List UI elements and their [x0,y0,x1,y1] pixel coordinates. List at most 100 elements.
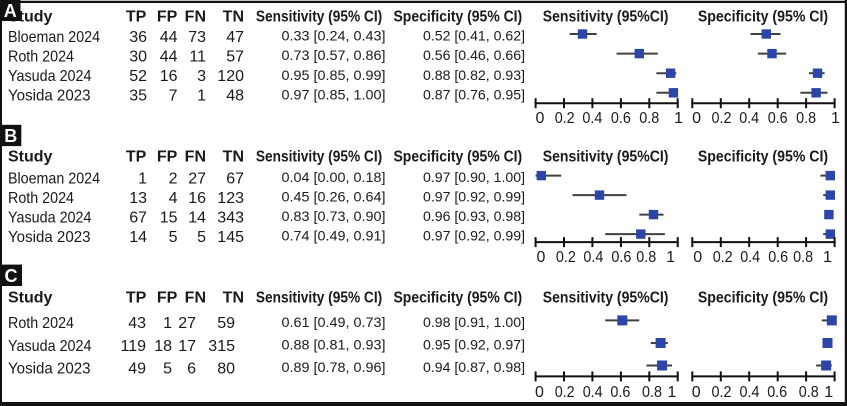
svg-text:0: 0 [537,249,546,266]
svg-text:Sensitivity (95% CI): Sensitivity (95% CI) [256,9,382,26]
svg-text:Specificity (95% CI): Specificity (95% CI) [394,289,523,306]
svg-text:0.6: 0.6 [611,249,631,266]
svg-text:0.97 [0.85, 1.00]: 0.97 [0.85, 1.00] [282,86,386,102]
svg-text:FP: FP [157,148,178,165]
svg-text:TP: TP [126,289,147,306]
svg-text:0.45 [0.26, 0.64]: 0.45 [0.26, 0.64] [282,189,386,205]
svg-text:B: B [4,126,17,146]
svg-text:35: 35 [129,88,147,105]
svg-text:0.8: 0.8 [796,110,816,127]
svg-text:0.8: 0.8 [642,384,662,401]
svg-text:67: 67 [226,170,244,187]
svg-text:5: 5 [197,229,206,246]
svg-text:Sensitivity (95%CI): Sensitivity (95%CI) [543,9,669,26]
svg-text:43: 43 [128,315,146,332]
svg-text:73: 73 [188,29,206,46]
svg-text:27: 27 [178,315,196,332]
svg-text:0.83 [0.73, 0.90]: 0.83 [0.73, 0.90] [282,208,386,224]
svg-text:0.6: 0.6 [611,110,631,127]
svg-text:2: 2 [169,170,178,187]
svg-text:TP: TP [126,9,147,26]
svg-text:Sensitivity (95%CI): Sensitivity (95%CI) [543,289,669,306]
svg-text:67: 67 [129,209,147,226]
svg-text:0.4: 0.4 [583,384,603,401]
svg-text:0.6: 0.6 [768,249,788,266]
svg-text:0.33 [0.24, 0.43]: 0.33 [0.24, 0.43] [282,28,386,44]
svg-text:80: 80 [217,360,235,377]
svg-text:1: 1 [197,88,206,105]
svg-text:4: 4 [169,190,178,207]
svg-text:0: 0 [535,110,544,127]
svg-text:343: 343 [217,209,244,226]
svg-text:18: 18 [154,338,172,355]
svg-text:0.6: 0.6 [767,384,787,401]
svg-text:5: 5 [169,229,178,246]
svg-text:0.89 [0.78, 0.96]: 0.89 [0.78, 0.96] [282,359,386,375]
svg-text:0.94 [0.87, 0.98]: 0.94 [0.87, 0.98] [423,359,525,375]
svg-text:0.98 [0.91, 1.00]: 0.98 [0.91, 1.00] [423,314,525,330]
svg-text:0.95 [0.92, 0.97]: 0.95 [0.92, 0.97] [423,337,525,353]
svg-text:0.2: 0.2 [712,110,732,127]
svg-text:Sensitivity (95%CI): Sensitivity (95%CI) [543,148,669,165]
svg-text:17: 17 [178,338,196,355]
svg-text:FN: FN [185,9,206,26]
svg-text:0.2: 0.2 [713,249,733,266]
svg-text:Specificity (95% CI): Specificity (95% CI) [698,289,828,306]
svg-text:0.2: 0.2 [555,110,575,127]
svg-text:44: 44 [160,29,178,46]
svg-text:47: 47 [226,29,244,46]
svg-text:1: 1 [667,384,676,401]
svg-text:1: 1 [674,110,683,127]
svg-text:0.8: 0.8 [793,249,813,266]
svg-text:0.52 [0.41, 0.62]: 0.52 [0.41, 0.62] [423,28,525,44]
svg-text:Specificity (95% CI): Specificity (95% CI) [394,148,523,165]
svg-text:0.95 [0.85, 0.99]: 0.95 [0.85, 0.99] [282,67,386,83]
svg-text:13: 13 [129,190,147,207]
svg-text:0.4: 0.4 [740,249,760,266]
svg-text:14: 14 [188,209,206,226]
svg-text:0.56 [0.46, 0.66]: 0.56 [0.46, 0.66] [423,47,525,63]
svg-text:FN: FN [185,148,206,165]
svg-text:1: 1 [823,249,832,266]
svg-text:120: 120 [217,68,244,85]
svg-text:7: 7 [169,88,178,105]
svg-text:0.97 [0.92, 0.99]: 0.97 [0.92, 0.99] [423,189,525,205]
svg-text:0.2: 0.2 [556,249,576,266]
svg-text:FP: FP [157,289,178,306]
svg-text:48: 48 [226,88,244,105]
svg-text:Yasuda 2024: Yasuda 2024 [8,338,92,355]
svg-text:52: 52 [129,68,147,85]
svg-text:0.6: 0.6 [768,110,788,127]
svg-text:0.4: 0.4 [740,384,760,401]
svg-text:1: 1 [163,315,172,332]
svg-text:0.61 [0.49, 0.73]: 0.61 [0.49, 0.73] [282,314,386,330]
svg-text:36: 36 [129,29,147,46]
svg-text:A: A [4,1,17,21]
svg-text:Yosida 2023: Yosida 2023 [8,229,91,246]
svg-text:FP: FP [157,9,178,26]
svg-text:0.87 [0.76, 0.95]: 0.87 [0.76, 0.95] [423,86,525,102]
svg-text:0.88 [0.81, 0.93]: 0.88 [0.81, 0.93] [282,337,386,353]
svg-text:TP: TP [126,148,147,165]
svg-text:27: 27 [188,170,206,187]
svg-text:Yasuda 2024: Yasuda 2024 [8,209,92,226]
svg-text:0.4: 0.4 [583,249,603,266]
svg-text:Sensitivity (95% CI): Sensitivity (95% CI) [256,148,382,165]
svg-text:0.6: 0.6 [610,384,630,401]
svg-text:30: 30 [129,48,147,65]
svg-text:Specificity (95% CI): Specificity (95% CI) [698,9,828,26]
svg-text:0.2: 0.2 [712,384,732,401]
svg-text:1: 1 [666,249,675,266]
svg-text:Roth 2024: Roth 2024 [8,315,74,332]
svg-text:0.97 [0.92, 0.99]: 0.97 [0.92, 0.99] [423,228,525,244]
svg-text:0.2: 0.2 [555,384,575,401]
svg-text:3: 3 [197,68,206,85]
svg-text:0: 0 [692,110,701,127]
svg-text:FN: FN [185,289,206,306]
svg-text:Bloeman 2024: Bloeman 2024 [8,170,100,187]
svg-text:0.74 [0.49, 0.91]: 0.74 [0.49, 0.91] [282,228,386,244]
svg-text:0.04 [0.00, 0.18]: 0.04 [0.00, 0.18] [282,169,386,185]
svg-text:0.8: 0.8 [799,384,819,401]
svg-text:0.96 [0.93, 0.98]: 0.96 [0.93, 0.98] [423,208,525,224]
svg-text:1: 1 [831,110,840,127]
